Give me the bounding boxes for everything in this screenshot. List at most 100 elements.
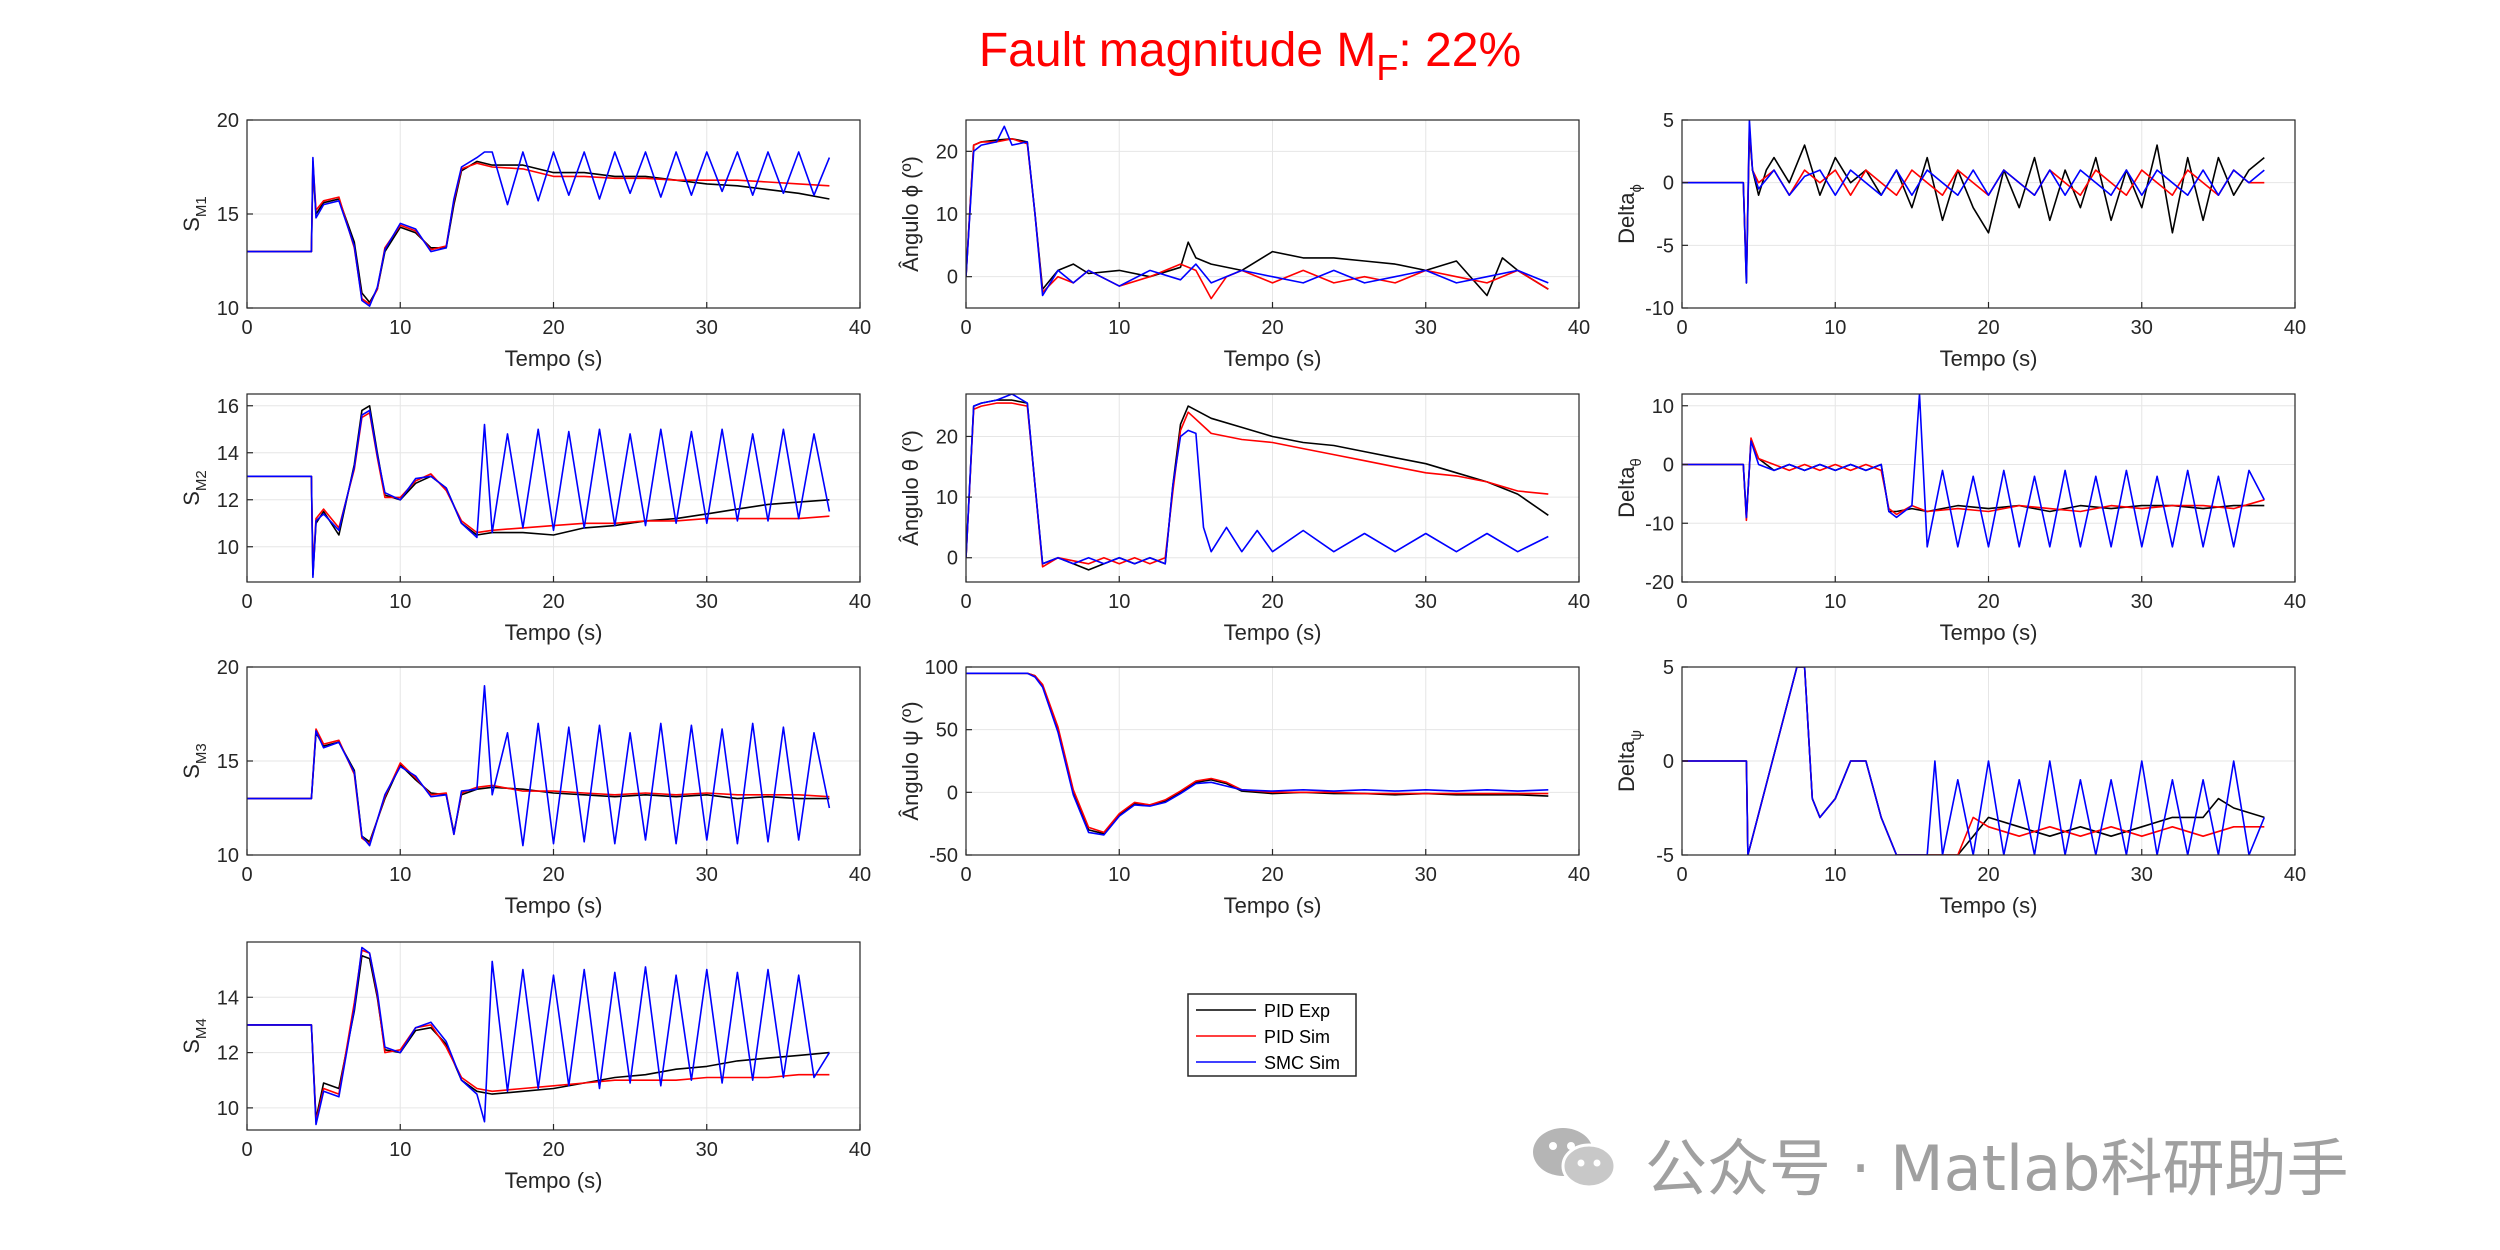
x-tick-label: 40 xyxy=(849,864,871,886)
legend: PID Exp PID Sim SMC Sim xyxy=(1187,993,1357,1077)
y-axis-label-subscript: M1 xyxy=(193,196,210,217)
x-tick-label: 20 xyxy=(1261,591,1283,613)
x-tick-label: 20 xyxy=(542,864,564,886)
series-line-pid-sim xyxy=(966,138,1549,300)
y-tick-label: 10 xyxy=(217,845,239,867)
series-line-pid-sim xyxy=(966,672,1549,834)
watermark-text: 公众号 · Matlab科研助手 xyxy=(1645,1132,2349,1205)
series-line-smc-sim xyxy=(247,946,831,1126)
y-axis-label-main: Ângulo ϕ (º) xyxy=(898,156,923,272)
y-axis-label: Deltaψ xyxy=(1614,730,1645,792)
y-tick-label: 0 xyxy=(947,782,958,804)
series-line-smc-sim xyxy=(1682,394,2266,548)
wechat-icon xyxy=(1533,1128,1617,1189)
x-tick-label: 10 xyxy=(389,317,411,339)
x-tick-label: 10 xyxy=(1824,317,1846,339)
y-axis-label-main: Delta xyxy=(1614,192,1639,244)
x-tick-label: 40 xyxy=(849,317,871,339)
y-axis-label-subscript: M3 xyxy=(193,743,210,764)
legend-label-pid-sim: PID Sim xyxy=(1264,1027,1330,1047)
x-axis-label: Tempo (s) xyxy=(505,1168,603,1193)
x-tick-label: 20 xyxy=(1977,317,1999,339)
y-tick-label: 15 xyxy=(217,751,239,773)
y-tick-label: 0 xyxy=(947,267,958,289)
y-tick-label: 10 xyxy=(217,1098,239,1120)
y-tick-label: 10 xyxy=(936,204,958,226)
y-tick-label: 15 xyxy=(217,204,239,226)
x-tick-label: 0 xyxy=(1676,591,1687,613)
x-axis-label: Tempo (s) xyxy=(505,893,603,918)
x-axis-label: Tempo (s) xyxy=(505,620,603,645)
y-tick-label: 5 xyxy=(1663,657,1674,679)
x-tick-label: 20 xyxy=(1977,864,1999,886)
series-line-smc-sim xyxy=(247,409,831,579)
x-tick-label: 40 xyxy=(2284,317,2306,339)
x-tick-label: 0 xyxy=(241,864,252,886)
x-tick-label: 10 xyxy=(389,591,411,613)
y-axis-label: Ângulo θ (º) xyxy=(898,430,923,546)
y-axis-label: SM3 xyxy=(179,743,210,779)
x-tick-label: 30 xyxy=(1415,864,1437,886)
x-tick-label: 0 xyxy=(960,864,971,886)
y-tick-label: 10 xyxy=(217,298,239,320)
x-axis-label: Tempo (s) xyxy=(505,346,603,371)
x-tick-label: 30 xyxy=(1415,317,1437,339)
x-tick-label: 0 xyxy=(241,317,252,339)
y-tick-label: 20 xyxy=(217,110,239,132)
y-tick-label: 20 xyxy=(936,426,958,448)
y-tick-label: 0 xyxy=(1663,173,1674,195)
x-tick-label: 0 xyxy=(960,317,971,339)
x-tick-label: 40 xyxy=(2284,591,2306,613)
y-axis-label: Ângulo ϕ (º) xyxy=(898,156,923,272)
series-line-pid-sim xyxy=(1682,437,2265,522)
y-axis-label-subscript: M2 xyxy=(193,470,210,491)
x-tick-label: 40 xyxy=(849,591,871,613)
x-tick-label: 20 xyxy=(1261,317,1283,339)
x-tick-label: 0 xyxy=(1676,864,1687,886)
x-tick-label: 40 xyxy=(849,1139,871,1161)
y-axis-label: SM2 xyxy=(179,470,210,506)
y-axis-label-main: S xyxy=(179,764,204,779)
y-tick-label: 10 xyxy=(1652,396,1674,418)
x-tick-label: 0 xyxy=(960,591,971,613)
series-line-smc-sim xyxy=(966,672,1549,836)
y-axis-label: Ângulo ψ (º) xyxy=(898,701,923,820)
y-tick-label: 14 xyxy=(217,443,239,465)
x-tick-label: 20 xyxy=(542,317,564,339)
x-tick-label: 30 xyxy=(696,864,718,886)
y-tick-label: 0 xyxy=(1663,751,1674,773)
y-tick-label: 12 xyxy=(217,1043,239,1065)
y-tick-label: 100 xyxy=(925,657,958,679)
y-tick-label: 10 xyxy=(936,487,958,509)
x-axis-label: Tempo (s) xyxy=(1940,346,2038,371)
legend-label-pid-exp: PID Exp xyxy=(1264,1001,1330,1021)
figure-title: Fault magnitude MF: 22% xyxy=(979,24,1521,88)
y-axis-label-subscript: ψ xyxy=(1628,730,1645,741)
series-line-smc-sim xyxy=(1682,120,2265,284)
y-tick-label: 0 xyxy=(1663,455,1674,477)
x-tick-label: 10 xyxy=(389,1139,411,1161)
panel-theta: 0 10 20 30 40 0 10 20 Tempo (s) Ângulo θ (º) xyxy=(898,393,1590,645)
panel-dtheta: 0 10 20 30 40 -20 -10 0 10 Tempo (s) Deltaθ xyxy=(1614,393,2306,645)
x-tick-label: 0 xyxy=(241,1139,252,1161)
y-axis-label-main: S xyxy=(179,217,204,232)
x-tick-label: 0 xyxy=(1676,317,1687,339)
y-axis-label: SM1 xyxy=(179,196,210,232)
x-tick-label: 40 xyxy=(2284,864,2306,886)
y-axis-label: Deltaθ xyxy=(1614,458,1645,518)
x-tick-label: 20 xyxy=(542,1139,564,1161)
y-axis-label-main: Delta xyxy=(1614,740,1639,792)
x-tick-label: 30 xyxy=(696,1139,718,1161)
x-axis-label: Tempo (s) xyxy=(1940,893,2038,918)
x-axis-label: Tempo (s) xyxy=(1940,620,2038,645)
y-tick-label: 16 xyxy=(217,396,239,418)
x-tick-label: 30 xyxy=(696,591,718,613)
panel-dphi: 0 10 20 30 40 -10 -5 0 5 Tempo (s) Deltaϕ xyxy=(1614,110,2306,371)
legend-label-smc-sim: SMC Sim xyxy=(1264,1053,1340,1073)
y-tick-label: 20 xyxy=(936,141,958,163)
